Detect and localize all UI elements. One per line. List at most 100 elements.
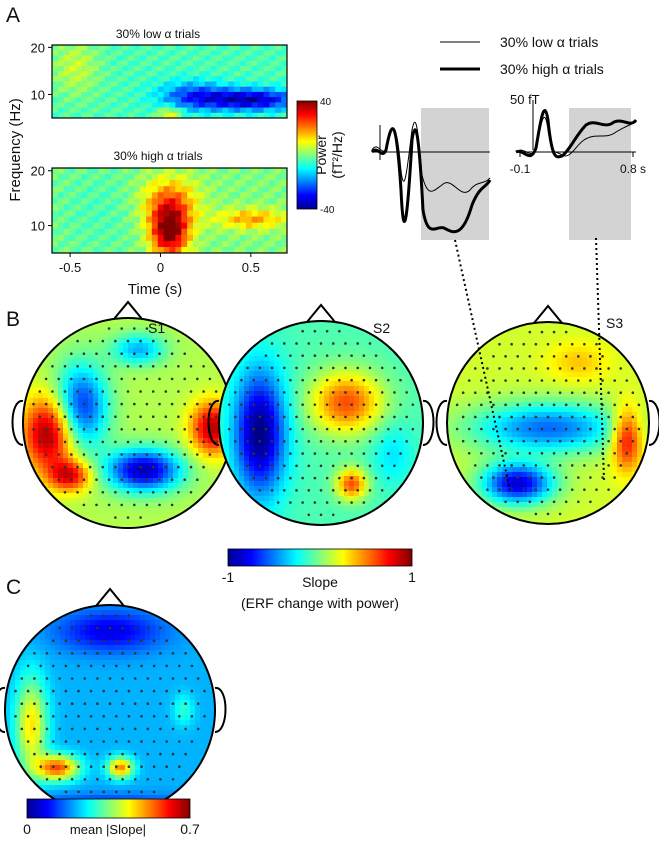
topo-cell <box>532 427 537 432</box>
heat-cell <box>117 229 123 236</box>
topo-cell <box>314 411 319 416</box>
heat-cell <box>222 217 228 224</box>
heat-cell <box>76 241 82 248</box>
topo-cell <box>73 493 78 498</box>
topo-cell <box>344 446 349 451</box>
heat-cell <box>252 61 258 67</box>
topo-cell <box>344 346 349 351</box>
topo-cell <box>379 361 384 366</box>
topo-cell <box>284 331 289 336</box>
topo-cell <box>168 468 173 473</box>
topo-cell <box>198 393 203 398</box>
heat-cell <box>240 66 246 72</box>
topo-cell <box>73 358 78 363</box>
topo-cell <box>359 406 364 411</box>
sensor <box>295 391 298 394</box>
sensor <box>133 504 136 507</box>
topo-cell <box>138 478 143 483</box>
heat-cell <box>105 198 111 205</box>
heat-cell <box>123 45 129 51</box>
topo-cell <box>183 443 188 448</box>
topo-cell <box>354 506 359 511</box>
topo-cell <box>133 513 138 518</box>
topo-cell <box>324 346 329 351</box>
topo-cell <box>502 407 507 412</box>
topo-cell <box>53 353 58 358</box>
topo-cell <box>198 428 203 433</box>
heat-cell <box>105 97 111 103</box>
topo-cell <box>143 458 148 463</box>
sensor <box>314 379 317 382</box>
topo-cell <box>118 468 123 473</box>
topo-cell <box>497 337 502 342</box>
topo-cell <box>284 511 289 516</box>
heat-cell <box>217 223 223 230</box>
sensor <box>307 514 310 517</box>
topo-cell <box>148 403 153 408</box>
topo-cell <box>309 431 314 436</box>
heat-cell <box>205 108 211 114</box>
topo-cell <box>259 376 264 381</box>
topo-cell <box>339 431 344 436</box>
topo-cell <box>244 481 249 486</box>
sensor <box>332 342 335 345</box>
topo-cell <box>244 411 249 416</box>
topo-cell <box>234 431 239 436</box>
heat-cell <box>217 55 223 61</box>
topo-cell <box>183 328 188 333</box>
heat-cell <box>246 97 252 103</box>
topo-cell <box>113 408 118 413</box>
topo-cell <box>329 431 334 436</box>
sensor <box>393 416 396 419</box>
sensor <box>57 428 60 431</box>
heat-cell <box>187 168 193 175</box>
heat-cell <box>117 223 123 230</box>
topo-cell <box>68 358 73 363</box>
heat-cell <box>146 71 152 77</box>
topo-cell <box>158 408 163 413</box>
sensor <box>356 342 359 345</box>
topo-cell <box>28 408 33 413</box>
heat-cell <box>246 102 252 108</box>
topo-cell <box>517 342 522 347</box>
heat-cell <box>70 229 76 236</box>
topo-cell <box>399 416 404 421</box>
topo-cell <box>399 476 404 481</box>
heat-cell <box>158 180 164 187</box>
topo-cell <box>319 376 324 381</box>
heat-cell <box>111 241 117 248</box>
topo-cell <box>334 466 339 471</box>
topo-cell <box>502 347 507 352</box>
topo-cell <box>58 418 63 423</box>
topo-cell <box>239 466 244 471</box>
heat-cell <box>264 241 270 248</box>
heat-cell <box>81 82 87 88</box>
topo-cell <box>93 438 98 443</box>
topo-cell <box>324 481 329 486</box>
topo-cell <box>314 496 319 501</box>
topo-cell <box>133 458 138 463</box>
topo-cell <box>123 323 128 328</box>
topo-cell <box>193 468 198 473</box>
heat-cell <box>252 229 258 236</box>
sensor <box>108 504 111 507</box>
sensor <box>307 391 310 394</box>
topo-cell <box>289 391 294 396</box>
topo-cell <box>354 471 359 476</box>
sensor <box>152 340 155 343</box>
topo-cell <box>153 358 158 363</box>
topo-cell <box>203 398 208 403</box>
topo-cell <box>447 382 452 387</box>
topo-cell <box>158 468 163 473</box>
topo-cell <box>158 423 163 428</box>
topo-cell <box>108 423 113 428</box>
topo-cell <box>188 493 193 498</box>
topo-cell <box>98 383 103 388</box>
topo-cell <box>108 388 113 393</box>
heat-cell <box>228 180 234 187</box>
topo-cell <box>234 486 239 491</box>
sensor <box>307 440 310 443</box>
sensor <box>252 477 255 480</box>
topo-cell <box>374 436 379 441</box>
topo-cell <box>522 427 527 432</box>
